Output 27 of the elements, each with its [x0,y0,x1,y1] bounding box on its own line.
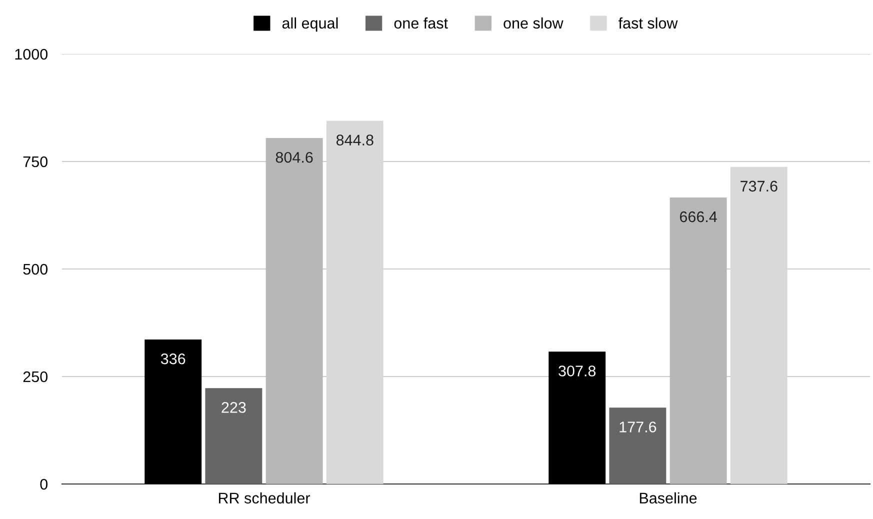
legend-label: fast slow [618,17,678,29]
bar [670,197,727,484]
bar [730,166,788,484]
y-tick-label: 1000 [15,48,48,60]
bar [548,352,606,484]
data-label: 336 [160,353,186,364]
y-tick-label: 250 [23,371,48,382]
bar [205,388,262,484]
bar [326,120,384,484]
data-label: 177.6 [620,422,656,432]
data-label: 804.6 [276,152,313,163]
data-label: 223 [222,402,246,413]
y-tick-label: 500 [23,264,48,275]
legend-label: all equal [282,17,338,32]
legend-label: one fast [394,17,448,29]
bar [144,340,202,484]
data-label: 844.8 [336,134,374,146]
bar [609,408,666,484]
legend-label: one slow [504,17,564,29]
y-tick-label: 0 [40,478,48,490]
bar [266,138,323,484]
y-tick-label: 750 [23,156,48,168]
x-tick-label: RR scheduler [218,492,310,504]
data-label: 307.8 [558,366,596,376]
data-label: 737.6 [740,180,778,192]
x-tick-label: Baseline [640,492,697,504]
data-label: 666.4 [680,211,717,222]
